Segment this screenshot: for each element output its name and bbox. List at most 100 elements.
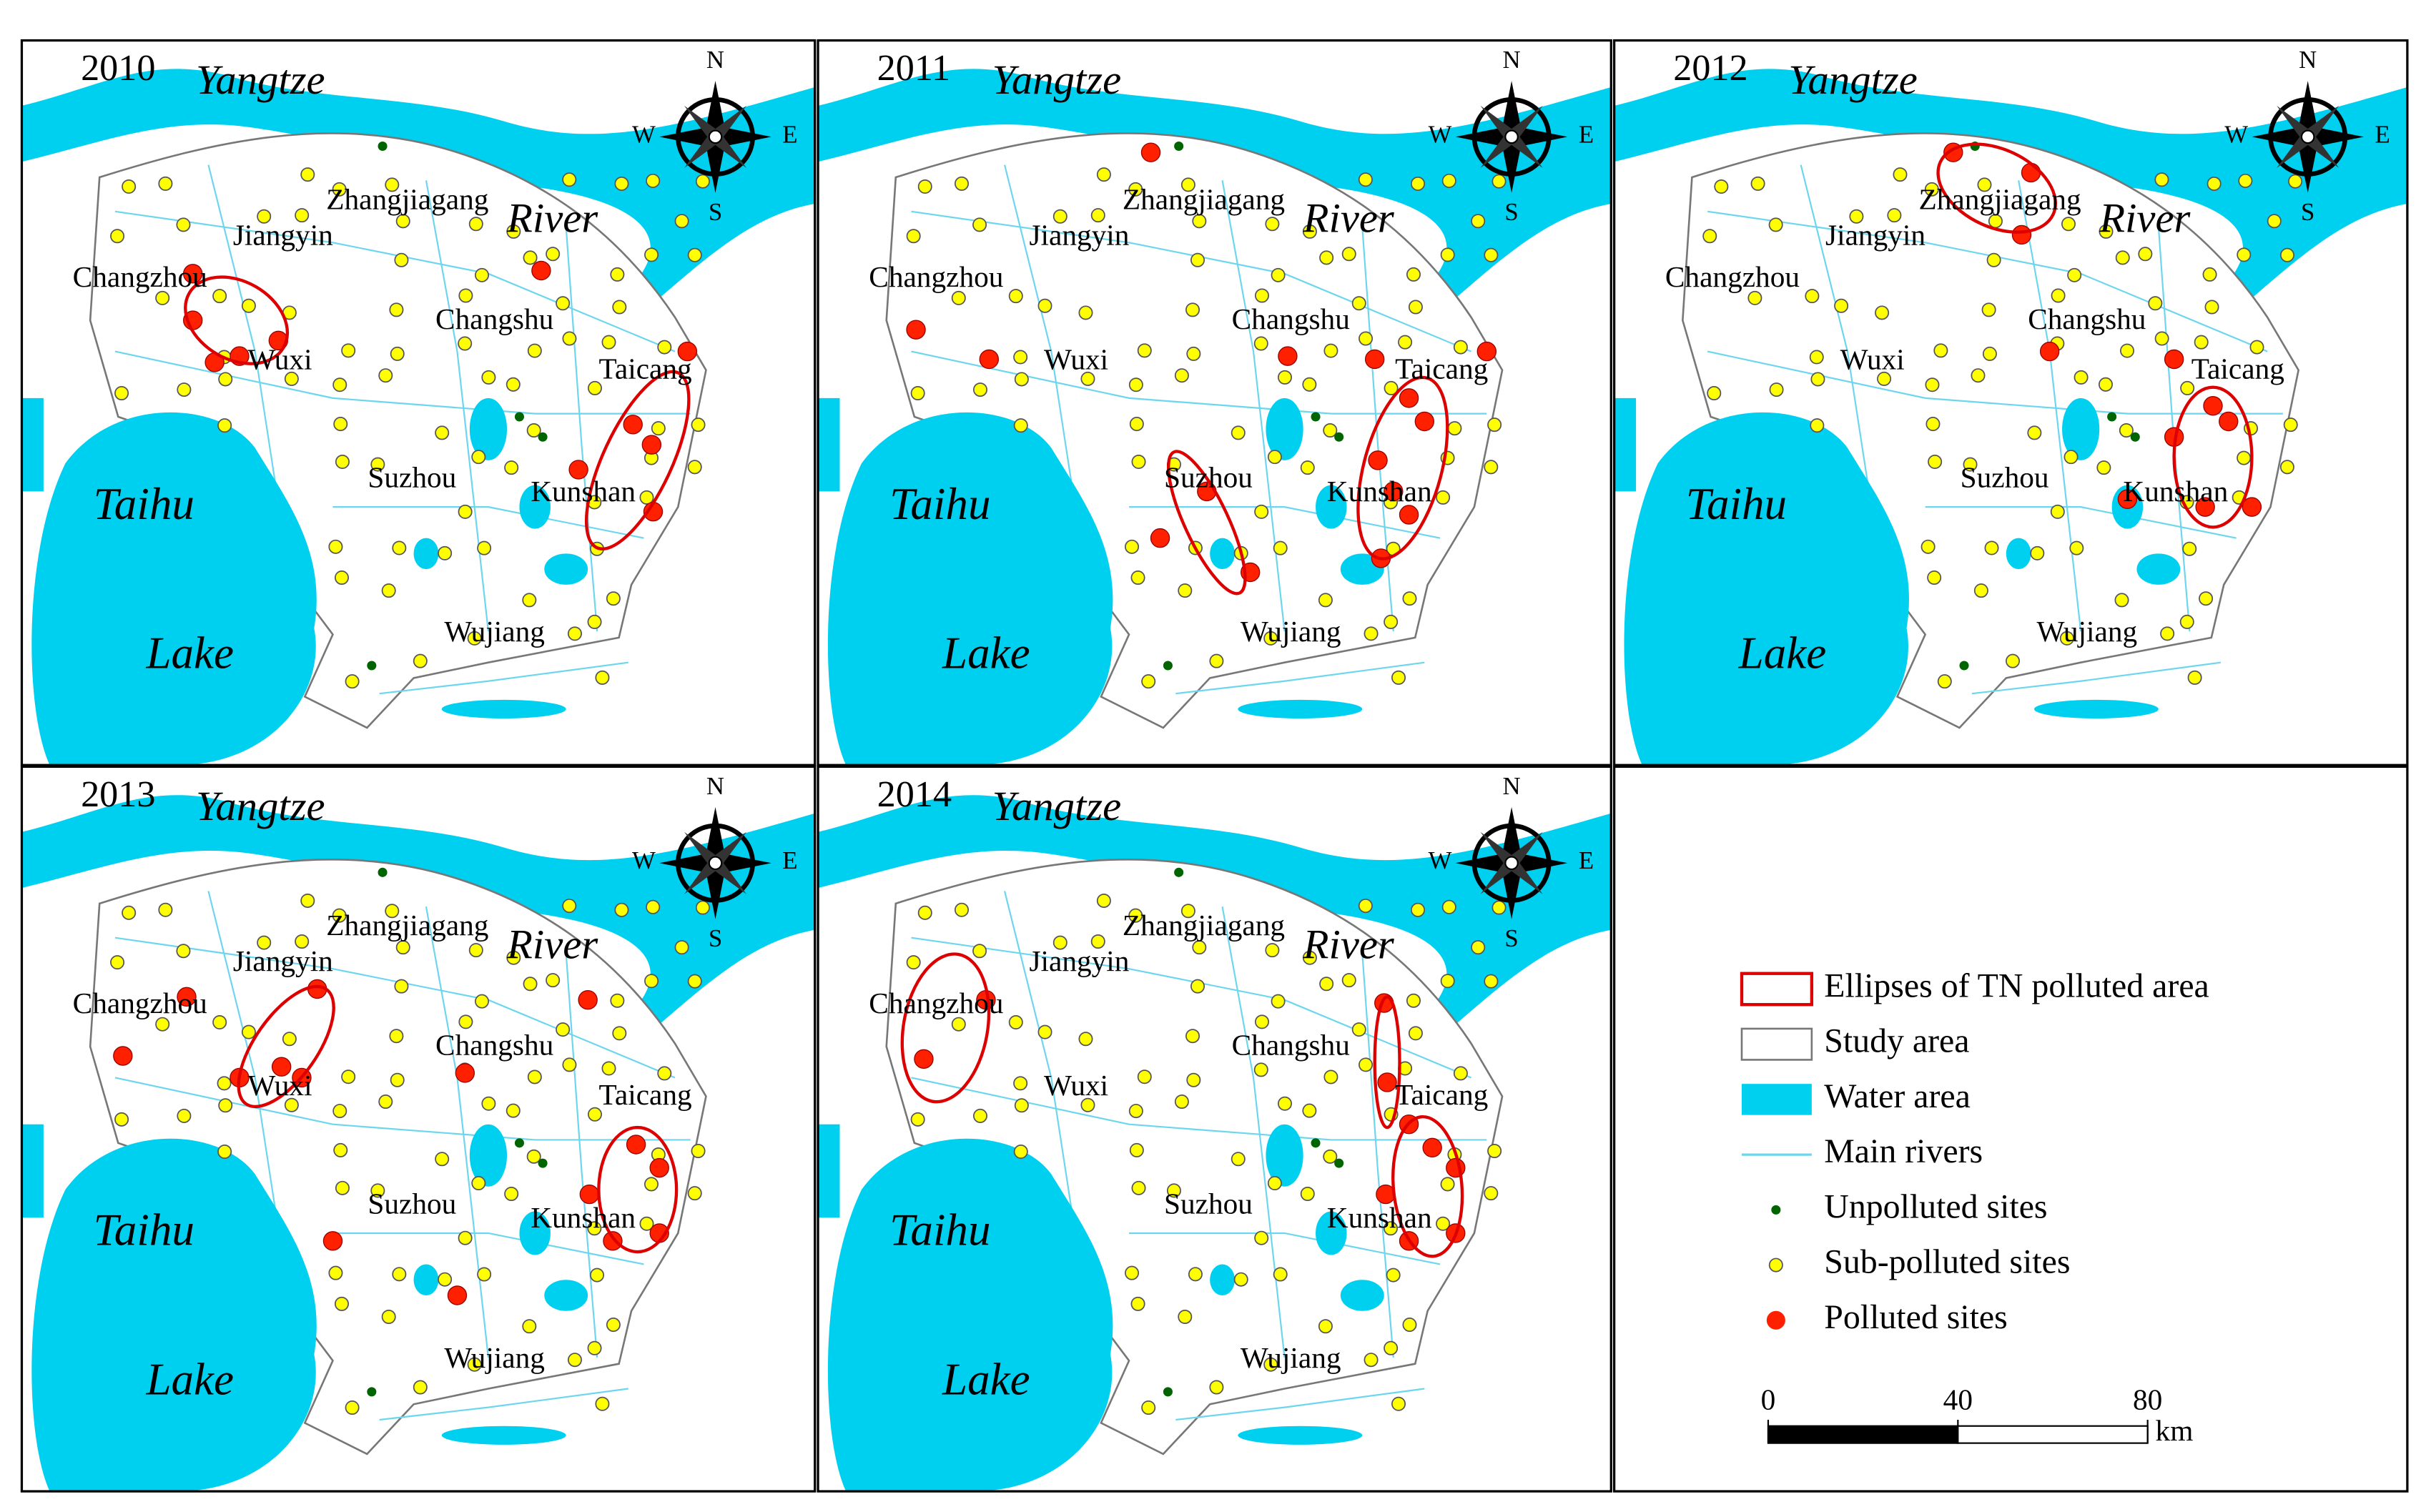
river-label: River <box>506 195 598 242</box>
sub-polluted-site <box>1080 1097 1095 1112</box>
sub-polluted-site <box>1233 1272 1248 1287</box>
sub-polluted-site <box>335 1180 350 1195</box>
sub-polluted-site <box>906 229 921 244</box>
sub-polluted-site <box>1491 900 1507 915</box>
sub-polluted-site <box>1231 1152 1246 1167</box>
sub-polluted-site <box>1263 631 1278 646</box>
place-label: Zhangjiagang <box>1123 909 1285 942</box>
sub-polluted-site <box>1747 290 1762 305</box>
sub-polluted-site <box>527 1069 542 1084</box>
place-label: Suzhou <box>1961 461 2049 494</box>
sub-polluted-site <box>687 974 702 989</box>
sub-polluted-site <box>1318 1319 1333 1334</box>
sub-polluted-site <box>1265 943 1280 958</box>
sub-polluted-site <box>2199 591 2214 606</box>
sub-polluted-site <box>2115 250 2130 265</box>
sub-polluted-site <box>458 1230 473 1245</box>
sub-polluted-site <box>1323 1069 1338 1084</box>
sub-polluted-site <box>332 1104 347 1119</box>
sub-polluted-site <box>1925 417 1941 432</box>
taihu-water <box>827 412 1113 766</box>
sub-polluted-site <box>646 173 661 188</box>
unpolluted-site <box>538 1158 548 1168</box>
sub-polluted-site <box>1977 177 1992 192</box>
tn-ellipse <box>1936 142 2058 234</box>
compass-label: E <box>782 120 797 148</box>
compass-center <box>1504 129 1519 144</box>
sub-polluted-site <box>1254 1230 1269 1245</box>
unpolluted-site <box>1959 661 1969 671</box>
unpolluted-site <box>1163 1387 1173 1397</box>
sub-polluted-site <box>1231 425 1246 440</box>
sub-polluted-site <box>295 934 310 949</box>
sub-polluted-site <box>1141 1400 1156 1415</box>
sub-polluted-site <box>2059 631 2074 646</box>
compass-label: S <box>1504 198 1518 226</box>
water-patch <box>1210 538 1235 570</box>
sub-polluted-site <box>241 1024 256 1039</box>
sub-polluted-site <box>1302 950 1317 965</box>
sub-polluted-site <box>1192 214 1207 229</box>
unpolluted-site <box>367 661 377 671</box>
taihu-water <box>31 412 317 766</box>
taihu-label: Taihu <box>1686 479 1787 529</box>
sub-polluted-site <box>1166 1183 1181 1198</box>
sub-polluted-site <box>691 1144 706 1159</box>
sub-polluted-site <box>1302 377 1317 392</box>
year-label: 2013 <box>81 774 155 815</box>
sub-polluted-site <box>1323 1149 1338 1164</box>
legend-label: Ellipses of TN polluted area <box>1824 967 2209 1004</box>
sub-polluted-site <box>1471 940 1486 955</box>
sub-polluted-site <box>506 377 521 392</box>
sub-polluted-site <box>370 1183 385 1198</box>
scale-segment <box>1767 1425 1959 1444</box>
place-label: Wujiang <box>1241 1341 1341 1374</box>
place-label: Taicang <box>1395 352 1488 385</box>
sub-polluted-site <box>1190 252 1205 267</box>
place-label: Suzhou <box>1164 1187 1253 1220</box>
sub-polluted-site <box>917 905 932 920</box>
sub-polluted-site <box>435 1152 450 1167</box>
sub-polluted-site <box>526 1149 541 1164</box>
place-label: Wujiang <box>1241 615 1341 648</box>
map-panel: 2014 Yangtze River Taihu Lake ZhangjiagangJia… <box>817 765 1612 1493</box>
sub-polluted-site <box>567 1353 582 1368</box>
sub-polluted-site <box>218 1098 233 1113</box>
sub-polluted-site <box>1174 1095 1189 1110</box>
map-panel: 2013 Yangtze River Taihu Lake ZhangjiagangJia… <box>20 765 817 1493</box>
sub-polluted-site <box>1323 423 1338 438</box>
main-river <box>1175 661 1425 695</box>
sub-polluted-site <box>562 1057 577 1072</box>
sub-polluted-site <box>1090 934 1105 949</box>
main-river <box>1971 661 2222 695</box>
unpolluted-site <box>378 867 388 877</box>
sub-polluted-site <box>413 653 428 668</box>
main-river <box>1221 906 1286 1358</box>
place-label: Wuxi <box>247 1069 312 1102</box>
sub-polluted-site <box>212 1014 227 1029</box>
sub-polluted-site <box>1986 252 2001 267</box>
sub-polluted-site <box>546 247 561 262</box>
compass-label: N <box>706 46 724 74</box>
sub-polluted-site <box>1209 653 1224 668</box>
sub-polluted-site <box>155 290 170 305</box>
sub-polluted-site <box>467 1357 482 1372</box>
unpolluted-site <box>1174 867 1184 877</box>
sub-polluted-site <box>1436 490 1451 505</box>
sub-polluted-site <box>1988 214 2003 229</box>
sub-polluted-site <box>1484 1186 1499 1201</box>
sub-polluted-site <box>2279 247 2294 262</box>
sub-polluted-site <box>468 943 483 958</box>
unpolluted-site <box>1174 141 1184 151</box>
water-patch <box>2136 553 2181 585</box>
sub-polluted-site <box>300 167 315 182</box>
sub-polluted-site <box>601 1061 616 1076</box>
sub-polluted-site <box>1178 583 1193 598</box>
polluted-site <box>1377 1072 1397 1092</box>
sub-polluted-site <box>332 908 347 923</box>
sub-polluted-site <box>2074 370 2089 385</box>
polluted-site <box>113 1046 133 1066</box>
water-patch <box>519 1211 551 1255</box>
scale-label: 80 <box>2133 1383 2162 1416</box>
